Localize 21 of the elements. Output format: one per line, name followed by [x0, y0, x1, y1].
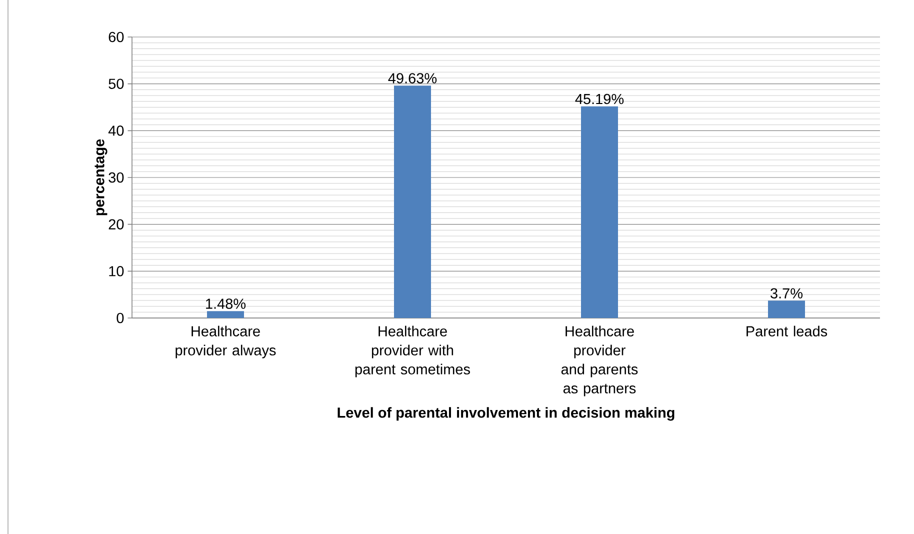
x-tick-label: Healthcare provider with parent sometimes [355, 326, 470, 378]
y-tick-label: 20 [108, 219, 124, 230]
data-label: 1.48% [206, 298, 246, 309]
y-tick-label: 0 [116, 312, 124, 324]
bar [768, 300, 806, 318]
bar [581, 106, 618, 318]
data-label: 3.7% [770, 288, 803, 298]
data-label: 49.63% [388, 73, 437, 84]
x-tick-label: Healthcare provider and parents as partners [561, 326, 638, 396]
y-tick-label: 60 [108, 32, 124, 42]
y-axis-title: percentage [94, 139, 108, 216]
data-label: 45.19% [575, 94, 624, 104]
y-tick-label: 50 [108, 78, 124, 89]
y-tick-label: 30 [108, 172, 124, 183]
x-axis-title: Level of parental involvement in decision making [338, 407, 674, 421]
y-tick-label: 40 [108, 126, 124, 136]
y-tick-label: 10 [109, 266, 124, 276]
x-tick-label: Healthcare provider always [176, 326, 276, 358]
bar [207, 311, 244, 318]
x-tick-label: Parent leads [746, 326, 828, 336]
bar [394, 86, 432, 318]
